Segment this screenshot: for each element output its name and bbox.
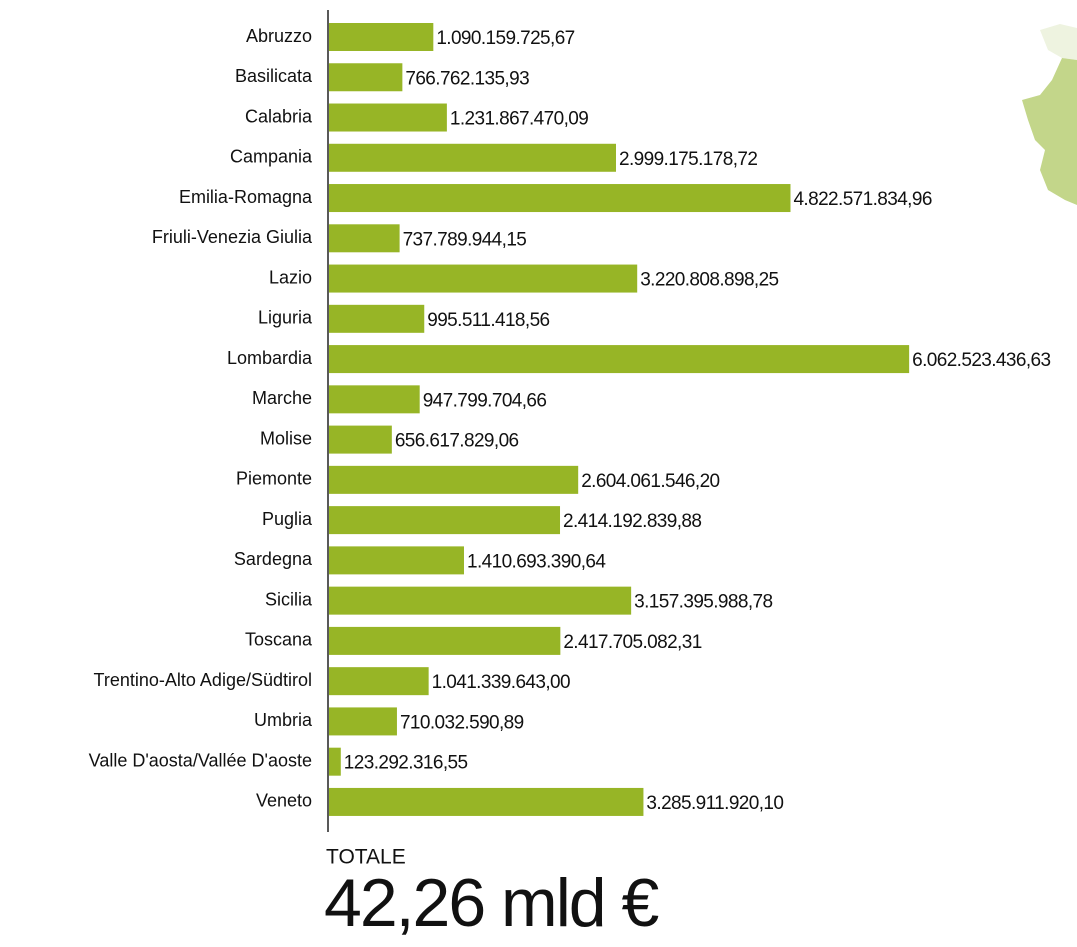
category-label: Emilia-Romagna: [179, 187, 313, 207]
category-label: Valle D'aosta/Vallée D'aoste: [89, 750, 312, 770]
bar: [329, 345, 910, 374]
bar: [329, 626, 561, 655]
bar: [329, 63, 403, 92]
category-label: Lazio: [269, 267, 312, 287]
total-value: 42,26 mld €: [324, 865, 659, 941]
total-label: TOTALE: [326, 846, 406, 869]
value-label: 766.762.135,93: [405, 68, 529, 89]
value-label: 995.511.418,56: [427, 310, 549, 331]
value-label: 737.789.944,15: [403, 229, 527, 250]
bar: [329, 304, 425, 333]
category-label: Lombardia: [227, 348, 313, 368]
value-label: 1.090.159.725,67: [436, 28, 574, 49]
value-label: 3.285.911.920,10: [646, 793, 783, 814]
bar: [329, 787, 644, 816]
bar: [329, 546, 464, 575]
bar: [329, 747, 341, 776]
bar: [329, 707, 397, 736]
category-label: Abruzzo: [246, 26, 312, 46]
value-label: 2.417.705.082,31: [563, 632, 701, 653]
category-label: Toscana: [245, 630, 313, 650]
category-label: Molise: [260, 428, 312, 448]
bar: [329, 425, 392, 454]
value-label: 947.799.704,66: [423, 390, 547, 411]
category-label: Trentino-Alto Adige/Südtirol: [94, 670, 312, 690]
bar: [329, 224, 400, 253]
value-label: 4.822.571.834,96: [793, 189, 931, 210]
bar: [329, 264, 638, 293]
bar: [329, 23, 434, 51]
category-label: Liguria: [258, 308, 313, 328]
value-label: 2.414.192.839,88: [563, 511, 701, 532]
category-label: Umbria: [254, 710, 313, 730]
value-label: 3.157.395.988,78: [634, 592, 772, 613]
bar: [329, 103, 447, 132]
value-label: 6.062.523.436,63: [912, 350, 1050, 371]
bar: [329, 506, 561, 535]
category-label: Sicilia: [265, 589, 313, 609]
bar: [329, 465, 579, 494]
category-label: Campania: [230, 147, 313, 167]
category-label: Basilicata: [235, 66, 313, 86]
value-label: 710.032.590,89: [400, 712, 524, 733]
category-label: Puglia: [262, 509, 313, 529]
value-label: 2.999.175.178,72: [619, 149, 757, 170]
category-label: Friuli-Venezia Giulia: [152, 227, 313, 247]
category-label: Calabria: [245, 106, 313, 126]
category-label: Veneto: [256, 791, 312, 811]
value-label: 3.220.808.898,25: [640, 270, 778, 291]
bar: [329, 385, 420, 414]
category-label: Sardegna: [234, 549, 313, 569]
bar: [329, 184, 791, 213]
category-label: Marche: [252, 388, 312, 408]
bar: [329, 586, 632, 615]
value-label: 1.041.339.643,00: [432, 672, 570, 693]
value-label: 2.604.061.546,20: [581, 471, 719, 492]
map-decoration: [1022, 24, 1077, 205]
value-label: 1.410.693.390,64: [467, 551, 606, 572]
value-label: 656.617.829,06: [395, 431, 519, 452]
category-label: Piemonte: [236, 469, 312, 489]
value-label: 1.231.867.470,09: [450, 109, 588, 130]
value-label: 123.292.316,55: [344, 753, 468, 774]
bar: [329, 667, 429, 696]
bar: [329, 143, 616, 172]
